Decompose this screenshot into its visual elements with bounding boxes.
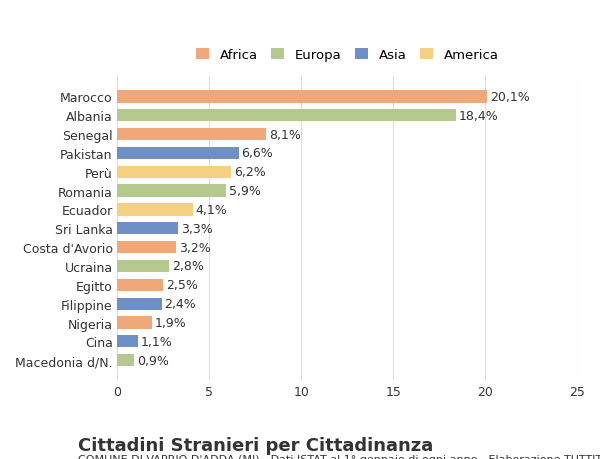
Text: 3,3%: 3,3%	[181, 222, 212, 235]
Text: 2,5%: 2,5%	[166, 279, 198, 291]
Bar	[118, 223, 178, 235]
Bar	[118, 241, 176, 254]
Text: Cittadini Stranieri per Cittadinanza: Cittadini Stranieri per Cittadinanza	[78, 436, 433, 454]
Text: 1,1%: 1,1%	[140, 335, 172, 348]
Text: 5,9%: 5,9%	[229, 185, 260, 198]
Text: 4,1%: 4,1%	[196, 203, 227, 217]
Text: 2,8%: 2,8%	[172, 260, 203, 273]
Text: 2,4%: 2,4%	[164, 297, 196, 310]
Bar	[118, 110, 456, 122]
Bar	[118, 336, 138, 348]
Bar	[118, 91, 487, 103]
Text: 6,2%: 6,2%	[234, 166, 266, 179]
Bar	[118, 166, 232, 179]
Bar	[118, 147, 239, 160]
Bar	[118, 260, 169, 273]
Bar	[118, 279, 163, 291]
Text: COMUNE DI VAPRIO D'ADDA (MI) - Dati ISTAT al 1° gennaio di ogni anno - Elaborazi: COMUNE DI VAPRIO D'ADDA (MI) - Dati ISTA…	[78, 454, 600, 459]
Text: 1,9%: 1,9%	[155, 316, 187, 329]
Text: 3,2%: 3,2%	[179, 241, 211, 254]
Bar	[118, 185, 226, 197]
Bar	[118, 317, 152, 329]
Bar	[118, 354, 134, 367]
Bar	[118, 298, 161, 310]
Text: 20,1%: 20,1%	[490, 91, 529, 104]
Text: 6,6%: 6,6%	[242, 147, 274, 160]
Bar	[118, 204, 193, 216]
Text: 0,9%: 0,9%	[137, 354, 169, 367]
Text: 8,1%: 8,1%	[269, 128, 301, 141]
Legend: Africa, Europa, Asia, America: Africa, Europa, Asia, America	[192, 45, 502, 66]
Bar	[118, 129, 266, 141]
Text: 18,4%: 18,4%	[458, 110, 498, 123]
